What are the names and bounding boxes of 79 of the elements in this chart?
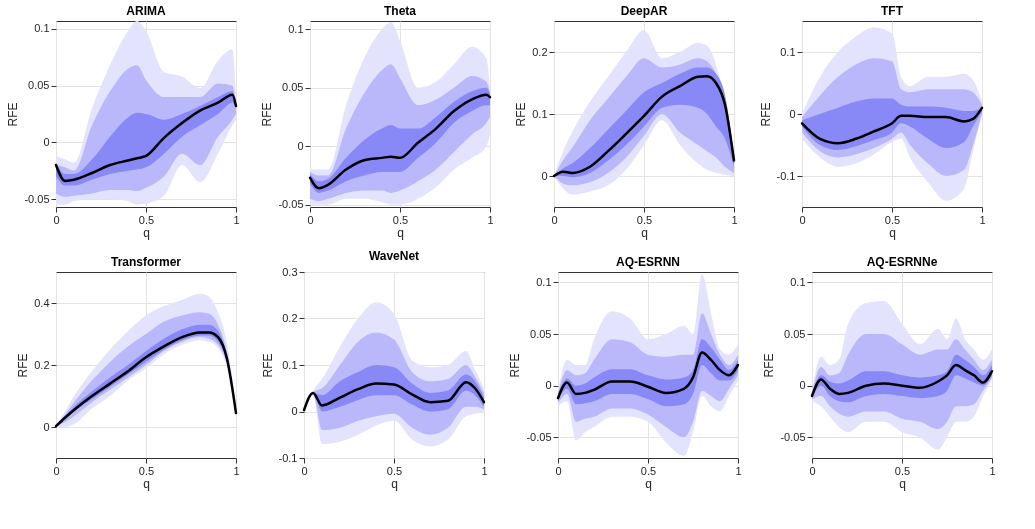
y-axis-title: RFE <box>6 102 21 127</box>
x-tick-label: 0.5 <box>138 213 155 226</box>
y-axis-title: RFE <box>16 353 31 378</box>
x-axis-title: q <box>143 476 150 491</box>
y-tick-label: 0.05 <box>530 327 552 340</box>
y-tick-label: -0.05 <box>780 430 806 443</box>
x-tick-label: 0.5 <box>894 464 911 477</box>
y-tick-label: 0.4 <box>34 296 50 309</box>
y-axis-title: RFE <box>260 102 275 127</box>
chart-title: Theta <box>383 4 417 18</box>
y-tick-label: -0.1 <box>278 451 298 464</box>
y-tick-label: 0.2 <box>532 45 548 58</box>
x-tick-label: 1 <box>989 464 996 477</box>
y-tick-label: 0.05 <box>784 327 806 340</box>
y-tick-label: 0.1 <box>288 22 304 35</box>
line-series <box>302 380 486 412</box>
y-tick-label: 0 <box>541 169 548 182</box>
y-tick-label: 0.05 <box>282 81 304 94</box>
line-series <box>810 363 994 398</box>
x-tick-label: 0 <box>53 213 60 226</box>
y-axis-title: RFE <box>762 353 777 378</box>
y-tick-label: 0.1 <box>790 275 806 288</box>
y-tick-label: 0 <box>297 139 304 152</box>
chart-title: Transformer <box>110 255 182 269</box>
x-axis-title: q <box>391 476 398 491</box>
y-tick-label: 0 <box>545 379 552 392</box>
x-tick-label: 0.5 <box>392 213 409 226</box>
x-tick-label: 0.5 <box>636 213 653 226</box>
x-axis-title: q <box>397 225 404 240</box>
y-axis-title: RFE <box>758 102 773 127</box>
y-tick-label: 0.05 <box>28 79 50 92</box>
x-tick-label: 0.5 <box>138 464 155 477</box>
chart-title: AQ-ESRNNe <box>866 255 938 269</box>
x-tick-label: 1 <box>481 464 488 477</box>
x-axis-title: q <box>645 476 652 491</box>
chart-title: AQ-ESRNN <box>615 255 681 269</box>
chart-title: ARIMA <box>126 4 166 18</box>
chart-title: TFT <box>881 4 904 18</box>
y-tick-label: 0.1 <box>282 358 298 371</box>
x-tick-label: 1 <box>735 464 742 477</box>
y-tick-label: 0.1 <box>780 45 796 58</box>
y-tick-label: 0.1 <box>34 22 50 35</box>
y-tick-label: 0 <box>799 379 806 392</box>
y-tick-label: 0.1 <box>532 107 548 120</box>
x-axis-title: q <box>899 476 906 491</box>
y-axis-title: RFE <box>260 353 275 378</box>
x-tick-label: 0.5 <box>640 464 657 477</box>
y-tick-label: 0 <box>291 405 298 417</box>
chart-title: DeepAR <box>620 4 668 18</box>
x-tick-label: 1 <box>233 213 240 226</box>
y-axis-title: RFE <box>514 102 529 127</box>
x-tick-label: 0 <box>555 464 562 477</box>
y-tick-label: 0 <box>789 107 796 120</box>
line-series <box>556 351 740 400</box>
x-tick-label: 0 <box>809 464 816 477</box>
x-tick-label: 1 <box>979 213 986 226</box>
y-tick-label: -0.05 <box>24 192 50 205</box>
y-axis-title: RFE <box>508 353 523 378</box>
chart-title: WaveNet <box>368 249 420 263</box>
y-tick-label: -0.1 <box>776 169 796 182</box>
x-tick-label: 0.5 <box>386 464 403 477</box>
x-tick-label: 0 <box>53 464 60 477</box>
x-tick-label: 1 <box>731 213 738 226</box>
x-tick-label: 0 <box>307 213 314 226</box>
line-series <box>800 106 984 145</box>
y-tick-label: 0.3 <box>282 265 298 278</box>
x-axis-title: q <box>641 225 648 240</box>
x-axis-title: q <box>889 225 896 240</box>
y-tick-label: -0.05 <box>278 198 304 211</box>
y-tick-label: 0.1 <box>536 275 552 288</box>
y-tick-label: 0 <box>43 135 50 148</box>
x-axis-title: q <box>143 225 150 240</box>
y-tick-label: -0.05 <box>526 430 552 443</box>
y-tick-label: 0.2 <box>282 312 298 324</box>
y-tick-label: 0 <box>43 420 50 433</box>
y-tick-label: 0.2 <box>34 358 50 371</box>
x-tick-label: 1 <box>487 213 494 226</box>
x-tick-label: 1 <box>233 464 240 477</box>
x-tick-label: 0.5 <box>884 213 901 226</box>
